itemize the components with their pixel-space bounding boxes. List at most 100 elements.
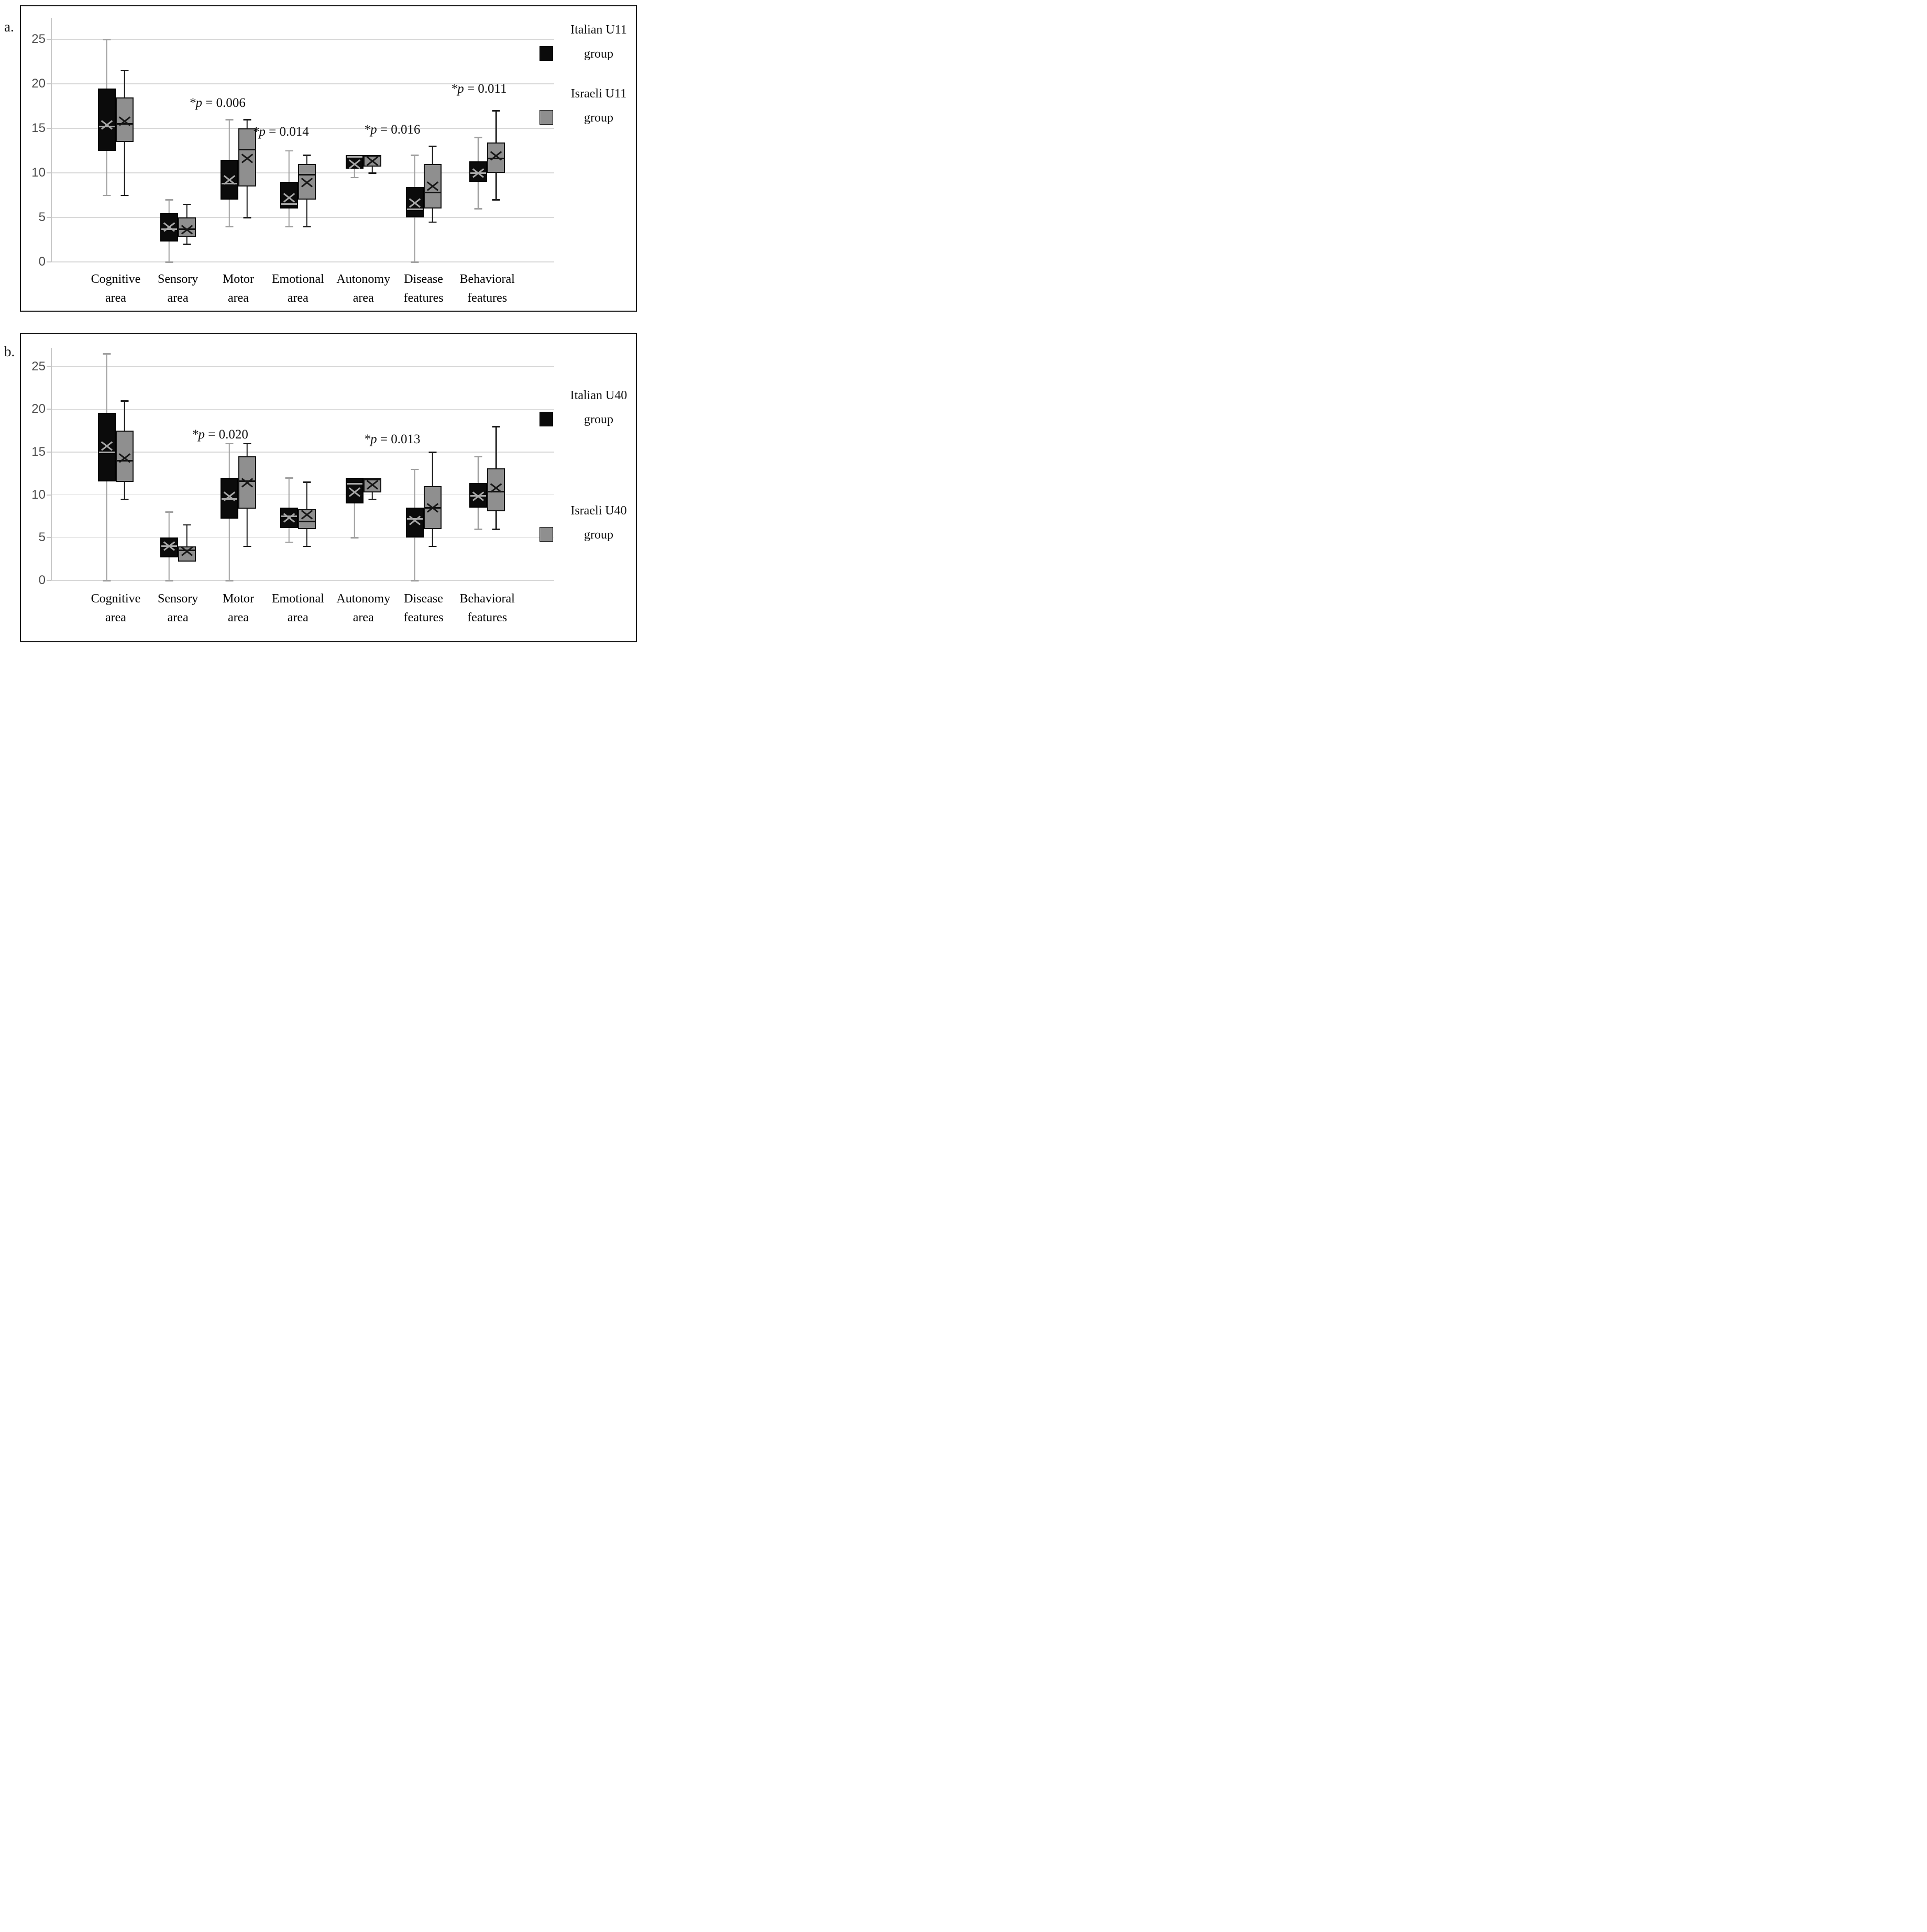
whisker-cap-top-italian-u40-group-cognitive-area	[103, 353, 111, 355]
mean-x-marker-italian-u40-group-sensory-area	[163, 541, 175, 552]
whisker-cap-bottom-israeli-u40-group-autonomy-area	[368, 498, 377, 500]
mean-x-marker-italian-u40-group-behavioral-features	[472, 491, 484, 502]
mean-x-marker-italian-u40-group-emotional-area	[283, 513, 295, 523]
gridline-10	[51, 494, 554, 496]
y-axis-tick-20	[47, 409, 51, 410]
median-israeli-u11-group-disease-features	[424, 191, 441, 193]
box-israeli-u40-group-behavioral-features	[487, 468, 505, 511]
y-tick-label-25: 25	[31, 32, 46, 46]
whisker-cap-top-israeli-u11-group-sensory-area	[183, 203, 191, 205]
whisker-cap-bottom-israeli-u11-group-behavioral-features	[492, 199, 500, 201]
y-tick-label-10: 10	[31, 166, 46, 180]
mean-x-marker-israeli-u40-group-disease-features	[426, 502, 438, 513]
median-italian-u11-group-motor-area	[221, 182, 237, 184]
p-value-annotation-0.020: *p = 0.020	[192, 427, 248, 442]
y-axis-tick-5	[47, 217, 51, 218]
y-tick-label-25: 25	[31, 359, 46, 374]
whisker-cap-top-italian-u11-group-disease-features	[411, 155, 419, 156]
whisker-cap-top-italian-u40-group-sensory-area	[165, 511, 173, 513]
x-category-label-cognitive: Cognitive area	[91, 272, 141, 305]
y-axis-tick-20	[47, 83, 51, 84]
x-category-label-sensory: Sensory area	[157, 272, 199, 305]
panel-b-plot: 0 5 10 15 20 25 Cognitive area Sensory area Motor a…	[21, 334, 636, 641]
x-category-label-motor: Motor area	[222, 592, 254, 624]
x-category-label-behavioral: Behavioral features	[459, 592, 515, 624]
x-category-label-behavioral: Behavioral features	[459, 272, 515, 305]
gridline-20	[51, 409, 554, 410]
whisker-cap-top-italian-u11-group-cognitive-area	[103, 39, 111, 40]
whisker-cap-bottom-israeli-u40-group-emotional-area	[303, 545, 311, 547]
p-value-annotation-0.014: *p = 0.014	[252, 124, 309, 139]
whisker-cap-bottom-italian-u40-group-disease-features	[411, 580, 419, 581]
y-tick-label-10: 10	[31, 487, 46, 502]
p-value-annotation-0.006: *p = 0.006	[189, 96, 246, 111]
box-italian-u11-group-sensory-area	[160, 213, 178, 242]
gridline-25	[51, 39, 554, 40]
box-israeli-u40-group-sensory-area	[178, 546, 196, 562]
whisker-cap-bottom-italian-u11-group-cognitive-area	[103, 194, 111, 196]
mean-x-marker-italian-u40-group-cognitive-area	[101, 441, 113, 452]
box-italian-u40-group-autonomy-area	[345, 478, 364, 504]
whisker-cap-top-italian-u40-group-emotional-area	[285, 477, 293, 479]
mean-x-marker-israeli-u11-group-disease-features	[426, 181, 438, 192]
mean-x-marker-italian-u40-group-motor-area	[223, 491, 236, 502]
whisker-cap-bottom-italian-u11-group-behavioral-features	[474, 208, 482, 210]
mean-x-marker-italian-u40-group-autonomy-area	[348, 487, 360, 498]
whisker-cap-bottom-italian-u11-group-sensory-area	[165, 261, 173, 263]
mean-x-marker-israeli-u11-group-behavioral-features	[490, 151, 502, 161]
gridline-15	[51, 128, 554, 129]
legend-label-israeli-u40: Israeli U40 group	[570, 504, 627, 542]
mean-x-marker-israeli-u11-group-emotional-area	[301, 178, 313, 188]
legend-item-israeli-u11: Israeli U11 group	[539, 82, 644, 130]
legend-label-italian-u40: Italian U40 group	[570, 389, 627, 426]
whisker-cap-top-israeli-u40-group-disease-features	[428, 452, 437, 453]
y-axis-tick-10	[47, 172, 51, 173]
mean-x-marker-israeli-u11-group-cognitive-area	[118, 116, 131, 126]
legend-swatch-israeli-u40	[539, 527, 553, 542]
y-axis-tick-0	[47, 261, 51, 262]
box-italian-u40-group-disease-features	[405, 508, 424, 538]
whisker-cap-top-israeli-u11-group-behavioral-features	[492, 110, 500, 112]
panel-a-label: a.	[4, 19, 14, 35]
whisker-cap-bottom-italian-u40-group-motor-area	[225, 580, 234, 581]
gridline-0	[51, 580, 554, 581]
whisker-cap-bottom-israeli-u40-group-cognitive-area	[120, 498, 129, 500]
box-italian-u11-group-cognitive-area	[97, 88, 116, 151]
mean-x-marker-italian-u40-group-disease-features	[409, 515, 421, 526]
box-italian-u40-group-motor-area	[220, 478, 238, 519]
gridline-5	[51, 537, 554, 539]
whisker-israeli-u40-group-sensory-area	[186, 524, 188, 562]
gridline-25	[51, 366, 554, 367]
y-tick-label-15: 15	[31, 445, 46, 459]
legend-label-israeli-u11: Israeli U11 group	[570, 87, 627, 125]
whisker-cap-bottom-israeli-u40-group-disease-features	[428, 545, 437, 547]
mean-x-marker-israeli-u40-group-autonomy-area	[366, 479, 378, 490]
mean-x-marker-italian-u11-group-sensory-area	[163, 222, 175, 233]
median-italian-u40-group-motor-area	[221, 498, 237, 500]
gridline-20	[51, 83, 554, 84]
box-israeli-u11-group-behavioral-features	[487, 142, 505, 173]
median-italian-u11-group-sensory-area	[161, 228, 177, 230]
mean-x-marker-israeli-u40-group-motor-area	[241, 478, 254, 488]
legend-label-italian-u11: Italian U11 group	[570, 23, 627, 61]
whisker-cap-top-israeli-u11-group-motor-area	[243, 119, 251, 120]
box-israeli-u11-group-sensory-area	[178, 217, 196, 237]
median-israeli-u40-group-behavioral-features	[488, 490, 504, 492]
whisker-cap-bottom-italian-u40-group-emotional-area	[285, 541, 293, 543]
p-value-annotation-0.016: *p = 0.016	[364, 123, 421, 137]
mean-x-marker-israeli-u40-group-behavioral-features	[490, 483, 502, 493]
mean-x-marker-israeli-u40-group-cognitive-area	[118, 453, 131, 463]
median-israeli-u11-group-behavioral-features	[488, 158, 504, 160]
panel-a: 0 5 10 15 20 25 Cognitive area Sensory area Motor a…	[20, 5, 637, 312]
mean-x-marker-italian-u11-group-behavioral-features	[472, 168, 484, 178]
x-category-label-autonomy: Autonomy area	[336, 272, 391, 305]
y-tick-label-20: 20	[31, 402, 46, 416]
x-category-label-emotional: Emotional area	[271, 592, 324, 624]
y-tick-label-20: 20	[31, 76, 46, 91]
y-tick-label-5: 5	[38, 530, 46, 545]
legend-swatch-israeli-u11	[539, 110, 553, 125]
x-category-label-cognitive: Cognitive area	[91, 592, 141, 624]
y-axis-line	[51, 348, 52, 580]
x-category-label-emotional: Emotional area	[271, 272, 324, 305]
legend-swatch-italian-u11	[539, 46, 553, 61]
